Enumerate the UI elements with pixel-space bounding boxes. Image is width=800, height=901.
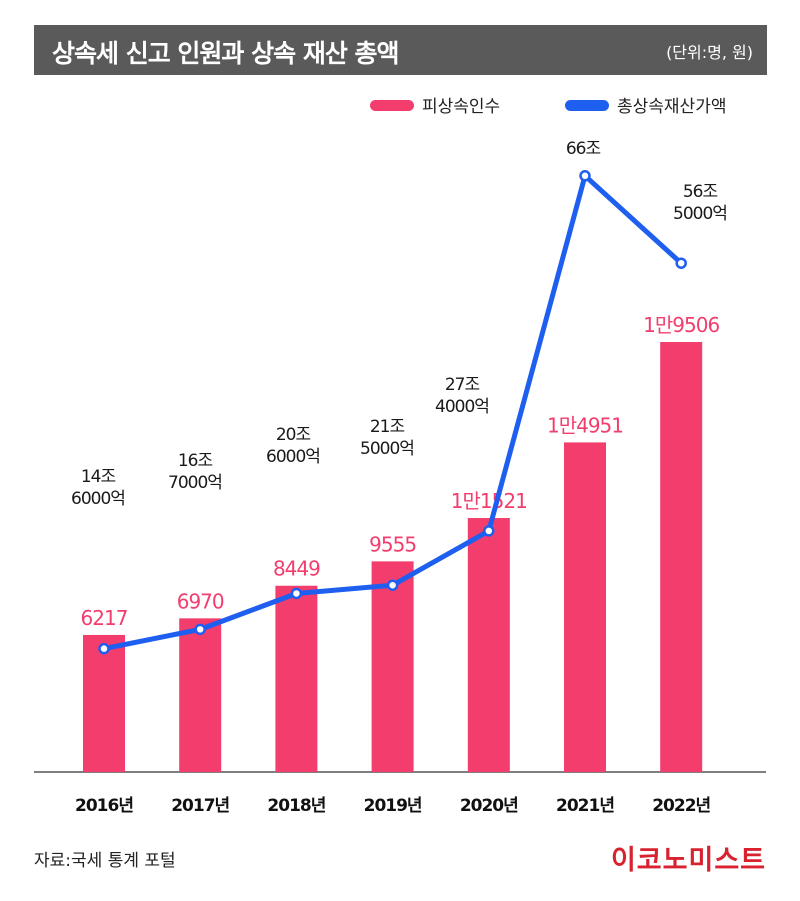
line-point (194, 623, 206, 636)
line-point (386, 579, 399, 591)
line-value-label: 27조 (445, 375, 480, 395)
line-value-label: 66조 (566, 139, 601, 159)
x-tick-label: 2017년 (171, 796, 229, 816)
bar (83, 634, 125, 772)
bar (467, 518, 510, 772)
x-tick-label: 2016년 (75, 796, 133, 816)
bar-value-label: 1만1521 (451, 489, 527, 513)
line-value-label: 14조 (81, 467, 116, 487)
line-value-label: 7000억 (168, 473, 222, 493)
bar (564, 442, 606, 772)
bar (660, 342, 703, 772)
legend-swatch-line (565, 99, 609, 111)
legend-item-bars: 피상속인수 (370, 92, 500, 117)
line-value-label: 6000억 (266, 447, 320, 467)
line-point (98, 642, 110, 655)
line-point (290, 587, 303, 600)
bar-value-label: 9555 (369, 532, 416, 556)
unit-label: (단위:명, 원) (666, 43, 753, 62)
line-value-label: 5000억 (360, 439, 414, 459)
line-value-label: 20조 (276, 425, 311, 445)
legend-label-bars: 피상속인수 (422, 97, 501, 117)
publisher-logo: 이코노미스트 (610, 845, 766, 876)
legend-label-line: 총상속재산가액 (617, 97, 727, 117)
x-tick-label: 2020년 (460, 796, 518, 816)
x-tick-label: 2019년 (364, 796, 422, 816)
line-value-label: 5000억 (673, 204, 727, 224)
x-tick-label: 2022년 (652, 796, 710, 816)
line-point (579, 170, 591, 182)
line-value-label: 56조 (683, 182, 718, 202)
bar-value-label: 6217 (81, 606, 128, 630)
bar-value-label: 8449 (273, 557, 320, 581)
bar (275, 585, 318, 772)
line-point (675, 257, 687, 269)
bar-value-label: 6970 (177, 589, 224, 613)
bar (371, 561, 414, 772)
line-value-label: 16조 (178, 451, 213, 471)
line-point (483, 525, 495, 537)
bar (179, 618, 222, 772)
chart-title: 상속세 신고 인원과 상속 재산 총액 (52, 39, 400, 68)
x-tick-label: 2018년 (267, 796, 325, 816)
title-bar: 상속세 신고 인원과 상속 재산 총액 (단위:명, 원) (34, 25, 767, 75)
line-value-label: 6000억 (71, 489, 125, 509)
line-value-label: 21조 (370, 417, 405, 437)
x-tick-label: 2021년 (556, 796, 614, 816)
bar-value-label: 1만9506 (643, 313, 719, 337)
bar-value-label: 1만4951 (547, 413, 623, 437)
legend-item-line: 총상속재산가액 (565, 92, 726, 117)
line-value-label: 4000억 (435, 397, 489, 417)
legend-swatch-bars (370, 99, 414, 111)
source-note: 자료:국세 통계 포털 (34, 851, 176, 871)
